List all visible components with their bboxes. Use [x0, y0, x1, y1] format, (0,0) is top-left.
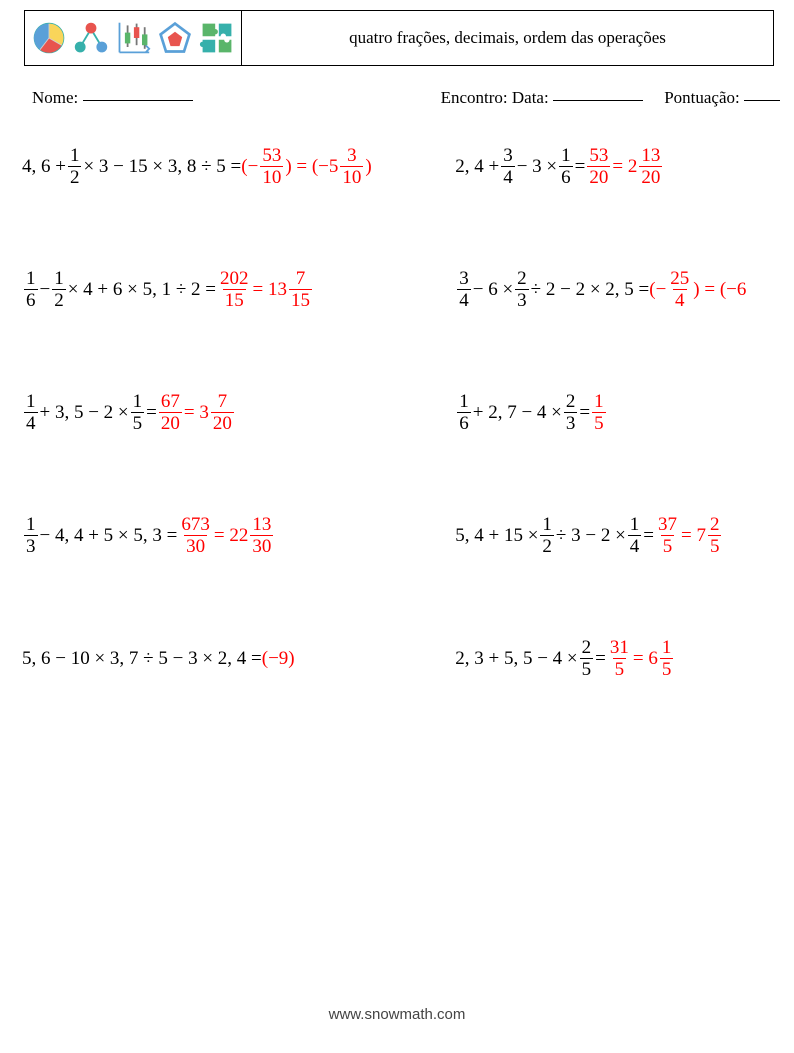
- answer: (−5310) = (−5310): [241, 146, 371, 187]
- pentagon-icon: [157, 20, 193, 56]
- expression: 14 + 3, 5 − 2 × 15 =: [22, 392, 157, 433]
- encounter-label: Encontro: Data:: [441, 88, 549, 107]
- score-blank: [744, 100, 780, 101]
- problem-cell: 14 + 3, 5 − 2 × 15 = 6720 = 3720: [22, 392, 455, 433]
- problem-cell: 16 + 2, 7 − 4 × 23 = 15: [455, 392, 790, 433]
- footer-url: www.snowmath.com: [0, 1006, 794, 1023]
- problem-cell: 4, 6 + 12 × 3 − 15 × 3, 8 ÷ 5 = (−5310) …: [22, 146, 455, 187]
- expression: 16 − 12 × 4 + 6 × 5, 1 ÷ 2 =: [22, 269, 216, 310]
- problem-cell: 5, 4 + 15 × 12 ÷ 3 − 2 × 14 = 375 = 725: [455, 515, 790, 556]
- worksheet-title: quatro frações, decimais, ordem das oper…: [242, 11, 773, 65]
- problem-cell: 16 − 12 × 4 + 6 × 5, 1 ÷ 2 = 20215 = 137…: [22, 269, 455, 310]
- name-blank: [83, 100, 193, 101]
- worksheet-page: quatro frações, decimais, ordem das oper…: [0, 0, 794, 1053]
- problem-cell: 13 − 4, 4 + 5 × 5, 3 = 67330 = 221330: [22, 515, 455, 556]
- answer: 6720 = 3720: [157, 392, 236, 433]
- answer: 5320 = 21320: [585, 146, 664, 187]
- answer: 375 = 725: [654, 515, 723, 556]
- expression: 5, 4 + 15 × 12 ÷ 3 − 2 × 14 =: [455, 515, 654, 556]
- meta-row: Nome: Encontro: Data: Pontuação:: [4, 66, 790, 108]
- answer: 15: [590, 392, 608, 433]
- expression: 13 − 4, 4 + 5 × 5, 3 =: [22, 515, 177, 556]
- problem-row: 16 − 12 × 4 + 6 × 5, 1 ÷ 2 = 20215 = 137…: [22, 269, 790, 310]
- candlestick-icon: [115, 20, 151, 56]
- problems-grid: 4, 6 + 12 × 3 − 15 × 3, 8 ÷ 5 = (−5310) …: [4, 146, 790, 679]
- answer: 67330 = 221330: [177, 515, 275, 556]
- header-icons: [25, 11, 242, 65]
- expression: 2, 3 + 5, 5 − 4 × 25 =: [455, 638, 606, 679]
- score-label: Pontuação:: [664, 88, 740, 107]
- answer: 315 = 615: [606, 638, 675, 679]
- expression: 4, 6 + 12 × 3 − 15 × 3, 8 ÷ 5 =: [22, 146, 241, 187]
- problem-cell: 34 − 6 × 23 ÷ 2 − 2 × 2, 5 = (−254) = (−…: [455, 269, 790, 310]
- problem-cell: 2, 4 + 34 − 3 × 16 = 5320 = 21320: [455, 146, 790, 187]
- node-graph-icon: [73, 20, 109, 56]
- name-field: Nome:: [32, 88, 193, 108]
- problem-row: 5, 6 − 10 × 3, 7 ÷ 5 − 3 × 2, 4 = (−9)2,…: [22, 638, 790, 679]
- expression: 5, 6 − 10 × 3, 7 ÷ 5 − 3 × 2, 4 =: [22, 648, 262, 670]
- problem-row: 13 − 4, 4 + 5 × 5, 3 = 67330 = 2213305, …: [22, 515, 790, 556]
- answer: (−9): [262, 648, 295, 670]
- expression: 34 − 6 × 23 ÷ 2 − 2 × 2, 5 =: [455, 269, 649, 310]
- expression: 2, 4 + 34 − 3 × 16 =: [455, 146, 585, 187]
- problem-row: 14 + 3, 5 − 2 × 15 = 6720 = 372016 + 2, …: [22, 392, 790, 433]
- problem-cell: 2, 3 + 5, 5 − 4 × 25 = 315 = 615: [455, 638, 790, 679]
- pie-chart-icon: [31, 20, 67, 56]
- puzzle-icon: [199, 20, 235, 56]
- name-label: Nome:: [32, 88, 78, 107]
- problem-cell: 5, 6 − 10 × 3, 7 ÷ 5 − 3 × 2, 4 = (−9): [22, 638, 455, 679]
- problem-row: 4, 6 + 12 × 3 − 15 × 3, 8 ÷ 5 = (−5310) …: [22, 146, 790, 187]
- answer: (−254) = (−6: [649, 269, 746, 310]
- right-meta: Encontro: Data: Pontuação:: [441, 88, 780, 108]
- header-bar: quatro frações, decimais, ordem das oper…: [24, 10, 774, 66]
- answer: 20215 = 13715: [216, 269, 314, 310]
- date-blank: [553, 100, 643, 101]
- expression: 16 + 2, 7 − 4 × 23 =: [455, 392, 590, 433]
